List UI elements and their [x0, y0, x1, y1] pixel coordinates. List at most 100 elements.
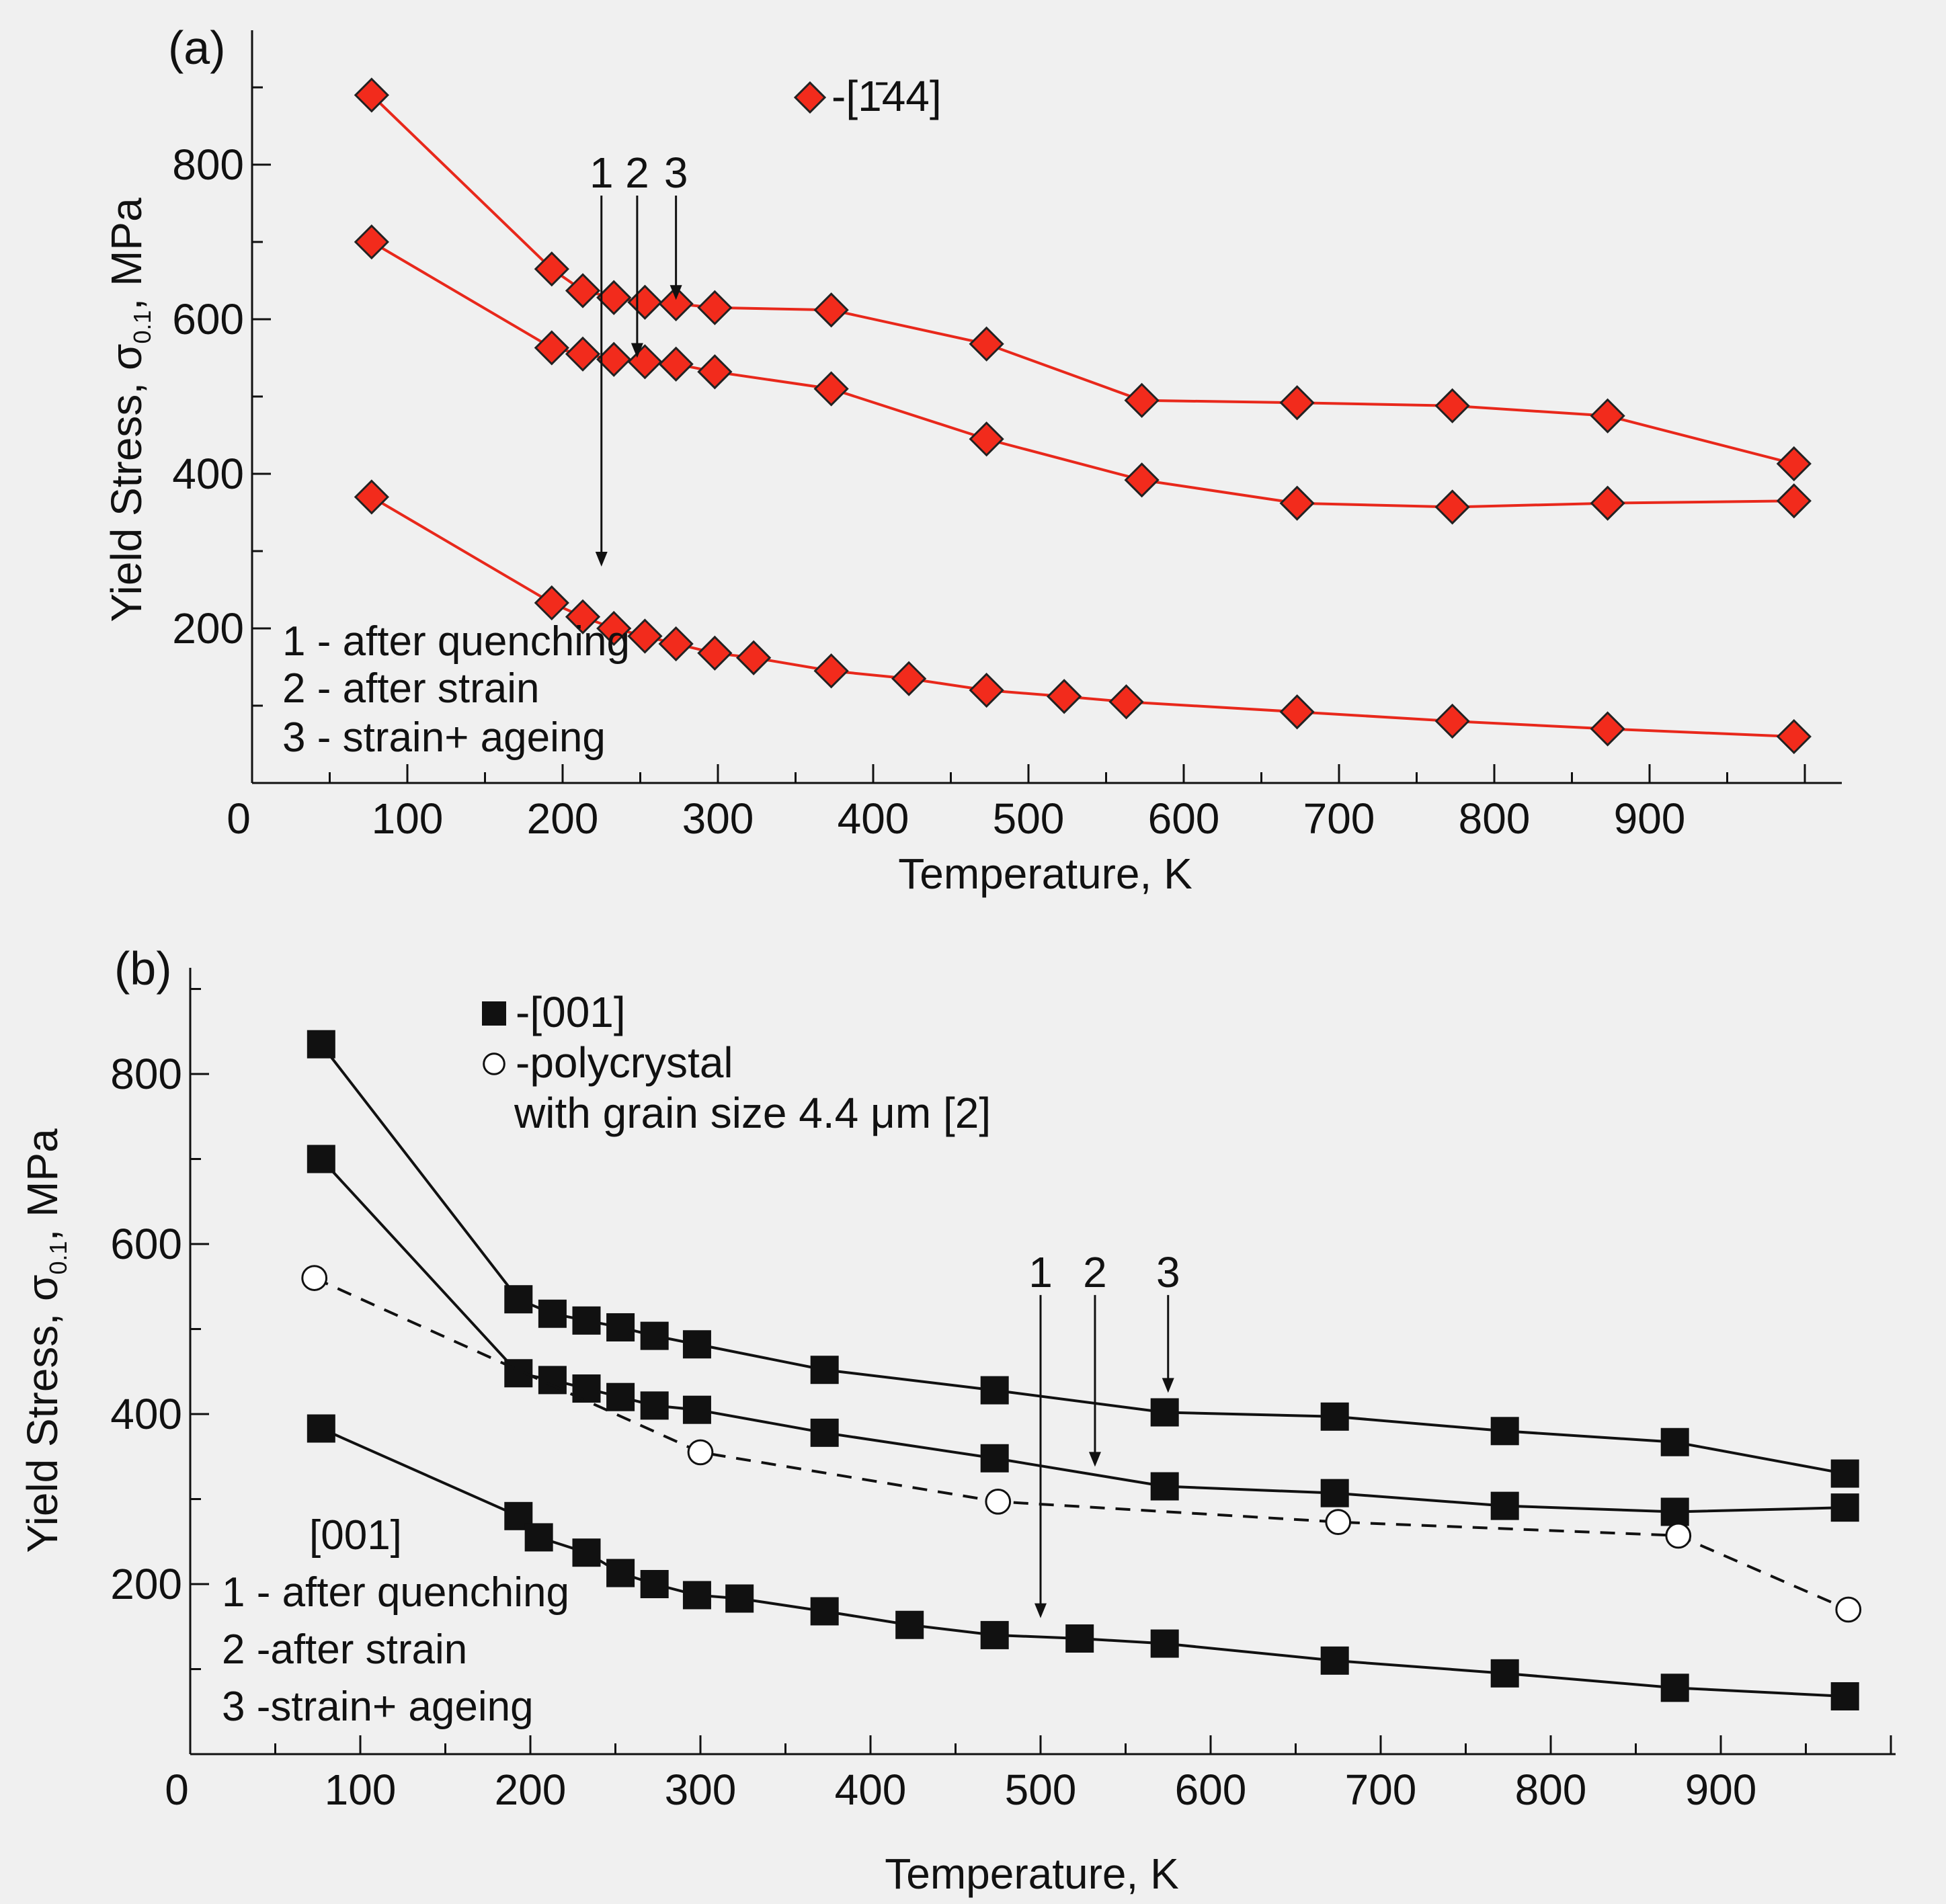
y-axis-title: Yield Stress, σ0.1, MPa — [18, 1128, 72, 1553]
note-1: 1 - after quenching — [222, 1569, 569, 1616]
data-point-series-1 — [811, 1419, 839, 1447]
data-point-series-2 — [1436, 705, 1469, 737]
data-point-series-2 — [606, 1559, 635, 1587]
arrow-label-1: 1 — [590, 149, 614, 197]
x-tick-label: 100 — [372, 794, 444, 843]
panel-label: (b) — [114, 942, 172, 995]
x-tick-label: 700 — [1345, 1766, 1417, 1814]
data-point-series-1 — [356, 226, 388, 258]
data-point-series-2 — [971, 674, 1003, 706]
data-point-series-2 — [725, 1585, 754, 1613]
series-line-2 — [321, 1429, 1845, 1696]
data-point-series-1 — [536, 332, 568, 364]
data-point-series-0 — [641, 1322, 669, 1350]
data-point-series-2 — [525, 1523, 553, 1551]
x-tick-label: 600 — [1175, 1766, 1247, 1814]
panel-label: (a) — [168, 22, 226, 74]
data-point-series-2 — [683, 1581, 711, 1609]
note-3: 3 - strain+ ageing — [282, 714, 606, 761]
data-point-series-1 — [1321, 1479, 1349, 1507]
data-point-series-1 — [660, 348, 692, 380]
data-point-series-2 — [895, 1611, 924, 1639]
data-point-series-3 — [986, 1489, 1010, 1514]
data-point-series-0 — [683, 1330, 711, 1358]
y-axis-title-prefix: Yield Stress, σ — [18, 1275, 67, 1553]
data-point-series-2 — [1048, 680, 1080, 712]
data-point-series-1 — [572, 1374, 600, 1403]
data-point-series-0 — [629, 286, 661, 319]
data-point-series-2 — [356, 481, 388, 513]
y-tick-label: 200 — [110, 1560, 182, 1608]
arrow-label-3: 3 — [1156, 1248, 1180, 1296]
data-point-series-2 — [572, 1538, 600, 1567]
y-tick-label: 600 — [172, 295, 244, 343]
data-point-series-2 — [1065, 1624, 1094, 1653]
data-point-series-1 — [1436, 491, 1469, 523]
x-axis-title: Temperature, K — [885, 1850, 1179, 1898]
data-point-series-1 — [1592, 487, 1624, 520]
data-point-series-2 — [641, 1570, 669, 1598]
data-point-series-1 — [698, 356, 731, 388]
data-point-series-1 — [1491, 1492, 1519, 1520]
legend-label-0: -[001] — [516, 988, 626, 1036]
data-point-series-1 — [567, 338, 599, 370]
data-point-series-2 — [1778, 720, 1810, 753]
notes-header: [001] — [309, 1512, 402, 1559]
data-point-series-0 — [981, 1376, 1009, 1405]
arrow-label-3: 3 — [664, 149, 688, 197]
note-2: 2 -after strain — [222, 1626, 467, 1673]
arrowhead-1 — [1035, 1604, 1047, 1618]
arrowhead-1 — [596, 552, 608, 567]
data-point-series-1 — [981, 1444, 1009, 1473]
data-point-series-3 — [1326, 1510, 1350, 1534]
x-tick-label: 100 — [325, 1766, 397, 1814]
data-point-series-2 — [660, 628, 692, 660]
data-point-series-1 — [1661, 1497, 1689, 1526]
data-point-series-2 — [815, 655, 848, 687]
data-point-series-1 — [538, 1366, 567, 1394]
x-tick-label: 700 — [1303, 794, 1375, 843]
arrowhead-2 — [1089, 1452, 1101, 1466]
data-point-series-0 — [1491, 1417, 1519, 1445]
chart-panel-b: (b) 0 100 200 300 400 500 600 700 800 900 200 400 600… — [0, 901, 1946, 1904]
arrow-label-1: 1 — [1028, 1248, 1053, 1296]
data-point-series-0 — [1436, 390, 1469, 422]
data-point-series-2 — [629, 620, 661, 653]
data-point-series-3 — [1836, 1598, 1861, 1622]
data-point-series-2 — [893, 663, 925, 695]
data-point-series-2 — [1491, 1659, 1519, 1688]
x-tick-label: 800 — [1459, 794, 1531, 843]
y-tick-label: 800 — [172, 140, 244, 189]
x-tick-label: 300 — [682, 794, 754, 843]
data-point-series-1 — [598, 343, 630, 376]
data-point-series-2 — [811, 1597, 839, 1625]
legend-marker-0 — [482, 1001, 506, 1026]
data-point-series-3 — [688, 1440, 713, 1464]
y-axis-title-subscript: 0.1 — [128, 310, 156, 343]
x-tick-label: 600 — [1148, 794, 1220, 843]
data-point-series-0 — [1321, 1403, 1349, 1431]
data-point-series-0 — [1151, 1398, 1179, 1426]
note-3: 3 -strain+ ageing — [222, 1684, 534, 1730]
data-point-series-0 — [572, 1307, 600, 1335]
data-point-series-2 — [737, 642, 770, 674]
y-axis-title: Yield Stress, σ0.1, MPa — [102, 198, 156, 622]
data-point-series-0 — [1126, 384, 1158, 417]
data-point-series-1 — [1831, 1493, 1859, 1522]
x-tick-label: 300 — [665, 1766, 737, 1814]
x-tick-label: 400 — [838, 794, 909, 843]
data-point-series-0 — [1778, 448, 1810, 480]
x-axis-title: Temperature, K — [898, 850, 1192, 898]
data-point-series-0 — [1592, 400, 1624, 432]
data-point-series-0 — [606, 1313, 635, 1341]
data-point-series-0 — [567, 274, 599, 306]
data-point-series-1 — [606, 1383, 635, 1411]
data-point-series-2 — [1110, 686, 1143, 718]
x-tick-label: 0 — [165, 1766, 189, 1814]
data-point-series-1 — [1126, 464, 1158, 496]
data-point-series-2 — [698, 637, 731, 669]
y-tick-label: 800 — [110, 1050, 182, 1098]
x-tick-label: 900 — [1685, 1766, 1757, 1814]
data-point-series-2 — [1661, 1673, 1689, 1702]
data-point-series-1 — [1151, 1473, 1179, 1501]
